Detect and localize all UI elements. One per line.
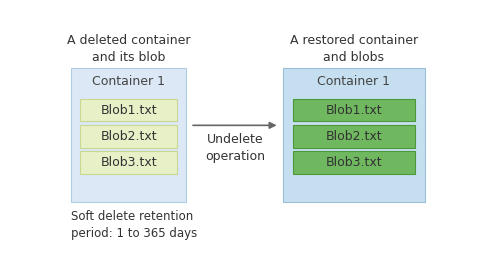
Text: Soft delete retention
period: 1 to 365 days: Soft delete retention period: 1 to 365 d… — [71, 210, 197, 240]
FancyBboxPatch shape — [81, 99, 177, 121]
FancyBboxPatch shape — [283, 68, 424, 202]
FancyBboxPatch shape — [71, 68, 186, 202]
FancyBboxPatch shape — [292, 99, 415, 121]
Text: Blob1.txt: Blob1.txt — [100, 104, 157, 116]
Text: Blob2.txt: Blob2.txt — [325, 130, 382, 143]
Text: Blob3.txt: Blob3.txt — [100, 156, 157, 169]
Text: Blob1.txt: Blob1.txt — [325, 104, 382, 116]
Text: A restored container
and blobs: A restored container and blobs — [290, 34, 418, 64]
FancyBboxPatch shape — [292, 125, 415, 148]
Text: A deleted container
and its blob: A deleted container and its blob — [67, 34, 191, 64]
FancyBboxPatch shape — [81, 125, 177, 148]
Text: Undelete
operation: Undelete operation — [205, 133, 265, 163]
Text: Blob3.txt: Blob3.txt — [325, 156, 382, 169]
FancyBboxPatch shape — [81, 151, 177, 174]
Text: Container 1: Container 1 — [317, 76, 390, 89]
FancyBboxPatch shape — [292, 151, 415, 174]
Text: Container 1: Container 1 — [92, 76, 165, 89]
Text: Blob2.txt: Blob2.txt — [100, 130, 157, 143]
